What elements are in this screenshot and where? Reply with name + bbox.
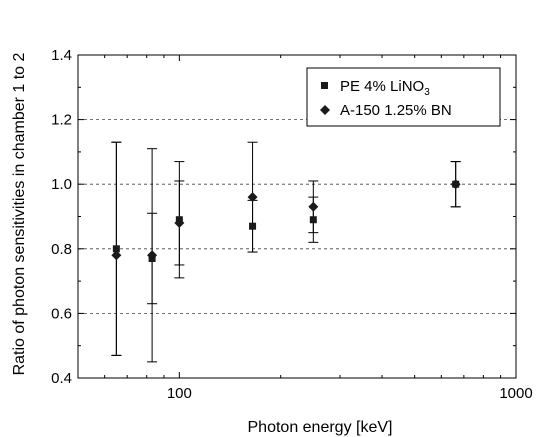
x-tick-label: 100 [167,385,192,402]
data-point-diamond [308,201,319,212]
data-point-square [112,245,120,253]
legend: PE 4% LiNO3 A-150 1.25% BN [306,67,501,127]
legend-label-pe: PE 4% LiNO3 [340,78,430,98]
legend-marker-square [321,82,328,89]
error-bars [111,141,461,363]
data-point-square [249,222,257,230]
data-point-diamond [111,250,122,261]
axis-ticks [77,54,517,379]
y-tick-label: 1.0 [51,176,72,193]
data-point-diamond [174,217,185,228]
data-point-square [309,216,317,224]
data-point-diamond [247,192,258,203]
y-tick-label: 1.2 [51,112,72,129]
y-tick-label: 1.4 [51,47,72,64]
legend-marker-diamond [320,105,330,115]
legend-label-a150: A-150 1.25% BN [340,102,452,119]
data-markers [111,179,461,262]
x-tick-label: 1000 [499,385,532,402]
grid-lines [78,119,516,314]
y-tick-label: 0.8 [51,241,72,258]
y-tick-label: 0.6 [51,305,72,322]
x-axis-label: Photon energy [keV] [248,419,393,436]
axis-tick-labels: 0.4 0.6 0.8 1.0 1.2 1.4 100 1000 [51,47,533,402]
y-axis-label: Ratio of photon sensitivities in chamber… [11,52,28,375]
legend-box [306,67,501,127]
data-point-diamond [450,179,461,190]
data-point-diamond [147,250,158,261]
y-tick-label: 0.4 [51,370,72,387]
